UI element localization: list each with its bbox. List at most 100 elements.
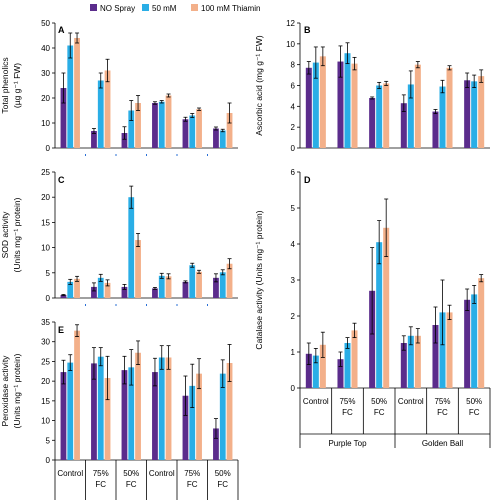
bar: [152, 288, 158, 298]
y-tick-label: 25: [41, 357, 50, 366]
y-axis-label: Ascorbic acid (mg g⁻¹ FW): [254, 35, 264, 136]
bar: [478, 76, 485, 148]
category-label: 50%: [215, 469, 231, 478]
y-tick-label: 1: [291, 348, 296, 357]
y-axis-label: (Units mg⁻¹ protein): [12, 353, 22, 428]
bar: [74, 278, 80, 298]
category-label: FC: [217, 480, 228, 489]
y-tick-label: 0: [46, 144, 51, 153]
y-tick-label: 10: [41, 417, 50, 426]
y-tick-label: 30: [41, 69, 50, 78]
bar: [407, 84, 414, 148]
bar: [376, 242, 383, 388]
y-axis-label: Peroxidase activity: [0, 355, 10, 427]
bar: [121, 370, 128, 460]
bar: [407, 335, 414, 388]
bar: [74, 38, 80, 148]
bar: [344, 53, 351, 149]
bar: [97, 80, 104, 148]
bar: [152, 372, 158, 460]
bar: [91, 131, 97, 148]
bar: [121, 286, 128, 298]
bar: [439, 312, 446, 388]
bar: [189, 385, 196, 460]
bar: [128, 110, 135, 148]
bar: [383, 227, 390, 388]
category-label: 75%: [339, 397, 355, 406]
bar: [351, 330, 358, 388]
bar: [383, 83, 390, 148]
category-label: FC: [469, 408, 480, 417]
category-label: FC: [126, 480, 137, 489]
legend-label: NO Spray: [100, 4, 135, 13]
y-tick-label: 10: [41, 244, 50, 253]
y-tick-label: 20: [41, 377, 50, 386]
y-tick-label: 30: [41, 338, 50, 347]
bar: [60, 294, 67, 298]
bar: [67, 362, 74, 460]
y-axis-label: Catalase activity (Units mg⁻¹ protein): [254, 210, 264, 349]
bar: [135, 352, 141, 460]
category-label: 75%: [93, 469, 109, 478]
group-label: Golden Ball: [422, 439, 464, 448]
category-table: Control 75% FC 50% FC Control 75% FC 50% FC Purple…: [299, 388, 491, 448]
bar: [158, 275, 165, 298]
bar: [97, 356, 104, 460]
panel-A: 0 10 20 30 40 50 A Total phenolics (µg g⁻¹ FW): [0, 19, 238, 153]
panel-letter: B: [304, 25, 311, 35]
y-axis-label: Total phenolics: [0, 57, 10, 113]
y-tick-label: 35: [41, 318, 50, 327]
bar: [213, 277, 219, 298]
y-tick-label: 3: [291, 276, 296, 285]
category-label: 50%: [123, 469, 139, 478]
bar: [414, 64, 421, 148]
category-label: Control: [149, 469, 175, 478]
category-label: Control: [398, 397, 424, 406]
y-tick-label: 15: [41, 218, 50, 227]
panel-letter: C: [58, 175, 65, 185]
category-label: FC: [95, 480, 106, 489]
bar: [226, 113, 233, 148]
bar: [351, 63, 358, 148]
panel-letter: D: [304, 175, 311, 185]
category-label: FC: [437, 408, 448, 417]
y-tick-label: 2: [291, 123, 296, 132]
category-label: 50%: [466, 397, 482, 406]
y-tick-label: 40: [41, 44, 50, 53]
bar: [104, 377, 111, 460]
bar: [400, 343, 407, 388]
bar: [121, 133, 128, 148]
bar: [337, 359, 344, 388]
panel-letter: A: [58, 25, 65, 35]
bar: [219, 130, 226, 148]
y-axis-label: (Units mg⁻¹ protein): [12, 197, 22, 272]
category-label: FC: [342, 408, 353, 417]
bar: [67, 281, 74, 298]
bar: [471, 81, 478, 148]
category-label: Control: [57, 469, 83, 478]
bar: [165, 276, 172, 298]
y-tick-label: 8: [291, 61, 296, 70]
bar: [432, 325, 439, 388]
panel-E: 0 5 10 15 20 25 30 35 E Peroxidase activity (Units…: [0, 318, 238, 465]
bar: [165, 95, 172, 148]
bar: [128, 367, 135, 460]
bar: [213, 128, 219, 148]
bar: [152, 103, 158, 148]
y-tick-label: 12: [286, 19, 295, 28]
y-axis-label: (µg g⁻¹ FW): [12, 63, 22, 108]
bar: [97, 277, 104, 298]
bar: [165, 357, 172, 460]
y-tick-label: 20: [41, 193, 50, 202]
y-tick-label: 25: [41, 168, 50, 177]
y-tick-label: 5: [46, 436, 51, 445]
bar: [478, 278, 485, 388]
bar: [158, 101, 165, 148]
y-tick-label: 50: [41, 19, 50, 28]
bar: [219, 373, 226, 460]
group-label: Purple Top: [328, 439, 367, 448]
category-label: FC: [374, 408, 385, 417]
y-tick-label: 5: [46, 269, 51, 278]
bar: [196, 271, 202, 298]
